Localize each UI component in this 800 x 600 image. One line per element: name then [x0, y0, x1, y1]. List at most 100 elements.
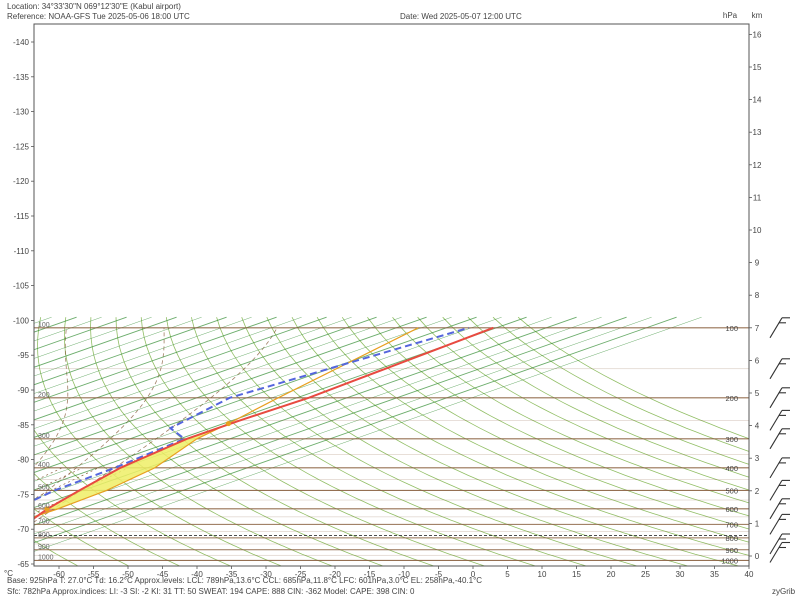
wind-barb [769, 479, 790, 501]
chart-axes: °C -60 -55 -50 -45 -40 -35 -30 -25 -20 -15 -10 -5 0 5 1… [4, 11, 763, 579]
x-unit-label: °C [4, 569, 13, 578]
pressure-grid-label: 100 [38, 322, 50, 329]
left-tick-label: -115 [14, 212, 30, 221]
x-tick-label: 5 [505, 570, 510, 579]
height-tick-label: 12 [753, 161, 762, 170]
wind-barb [769, 409, 790, 431]
dry-adiabat [34, 539, 79, 566]
left-tick-label: -75 [17, 490, 29, 499]
left-tick-label: -85 [17, 421, 29, 430]
brand-label: zyGrib [772, 587, 796, 596]
x-tick-label: -5 [435, 570, 443, 579]
dry-adiabat [341, 316, 749, 530]
moist-adiabat [34, 327, 278, 523]
wind-barbs [769, 317, 790, 563]
left-tick-label: -70 [17, 525, 29, 534]
height-tick-label: 15 [753, 63, 762, 72]
dry-adiabat [34, 429, 232, 566]
dry-adiabat [34, 508, 130, 566]
x-tick-label: -50 [122, 570, 134, 579]
pressure-grid-label: 700 [38, 518, 50, 525]
reference-value: NOAA-GFS Tue 2025-05-06 18:00 UTC [48, 12, 190, 21]
dry-adiabat [165, 317, 537, 566]
temperature-curve [34, 326, 494, 520]
isotherm [34, 316, 677, 544]
pressure-tick-label: 100 [725, 324, 738, 333]
pressure-axis-label: hPa [723, 11, 738, 20]
wind-barb [769, 498, 790, 520]
cape-area [47, 424, 228, 509]
x-tick-label: 0 [471, 570, 476, 579]
isotherm [34, 316, 302, 412]
isotherm [0, 317, 2, 570]
height-tick-label: 1 [755, 519, 760, 528]
location-label: Location: [7, 2, 40, 11]
height-tick-label: 9 [755, 259, 760, 268]
height-tick-label: 11 [753, 193, 762, 202]
x-tick-label: 35 [710, 570, 719, 579]
dry-adiabat [291, 317, 749, 556]
dry-adiabat [517, 316, 749, 440]
isotherm [34, 316, 227, 386]
chart-series [34, 326, 494, 520]
isotherm [34, 316, 502, 482]
wind-barb [769, 533, 790, 555]
wind-barb [769, 541, 790, 563]
footer-line-2: Sfc: 782hPa Approx.indices: LI: -3 SI: -… [7, 587, 415, 596]
parcel-curve [34, 327, 419, 518]
height-tick-label: 4 [755, 422, 760, 431]
height-axis-label: km [752, 11, 763, 20]
x-tick-label: -40 [191, 570, 203, 579]
location-value: 34°33'30"N 069°12'30"E (Kabul airport) [41, 2, 181, 11]
isotherm [34, 316, 252, 394]
left-tick-label: -140 [13, 38, 30, 47]
pressure-tick-label: 600 [725, 505, 738, 514]
left-tick-label: -80 [17, 456, 29, 465]
x-tick-label: 30 [676, 570, 685, 579]
mixing-ratio-line [34, 467, 63, 482]
dry-adiabat [417, 316, 749, 491]
dry-adiabat [115, 317, 435, 566]
pressure-grid-label: 800 [38, 532, 50, 539]
left-tick-label: -135 [13, 73, 30, 82]
x-tick-label: -10 [398, 570, 410, 579]
isotherm [34, 316, 627, 526]
height-tick-label: 5 [755, 389, 760, 398]
dry-adiabat [241, 317, 690, 566]
dry-adiabat [140, 317, 486, 566]
isotherm [34, 316, 552, 500]
dry-adiabat [392, 316, 749, 504]
isotherm [34, 316, 702, 552]
dry-adiabat [442, 316, 749, 478]
location-line: Location: 34°33'30"N 069°12'30"E (Kabul … [7, 2, 181, 12]
x-tick-label: 20 [607, 570, 616, 579]
x-tick-label: -20 [329, 570, 341, 579]
height-tick-label: 16 [753, 30, 762, 39]
dry-adiabat [316, 316, 749, 543]
height-tick-label: 14 [753, 96, 762, 105]
isotherm [34, 316, 377, 438]
isotherm [34, 316, 352, 429]
pressure-grid-label: 400 [38, 462, 50, 469]
dry-adiabat [216, 317, 639, 566]
mixing-ratio-line [0, 468, 4, 565]
date-label: Date: [400, 12, 420, 21]
pressure-tick-label: 500 [725, 486, 738, 495]
left-tick-label: -105 [13, 282, 30, 291]
x-tick-label: -60 [53, 570, 65, 579]
moist-adiabat [34, 327, 69, 468]
pressure-grid-label: 600 [38, 503, 50, 510]
wind-barb [769, 387, 790, 409]
x-tick-label: 15 [572, 570, 581, 579]
wind-barb [769, 513, 790, 535]
isotherm [34, 316, 527, 491]
x-tick-label: -55 [88, 570, 100, 579]
isotherm [34, 316, 652, 535]
pressure-tick-label: 700 [725, 520, 738, 529]
height-tick-label: 6 [755, 356, 760, 365]
dry-adiabat [90, 317, 385, 566]
left-tick-label: -100 [13, 316, 30, 325]
height-tick-label: 2 [755, 487, 760, 496]
x-tick-label: -30 [260, 570, 272, 579]
